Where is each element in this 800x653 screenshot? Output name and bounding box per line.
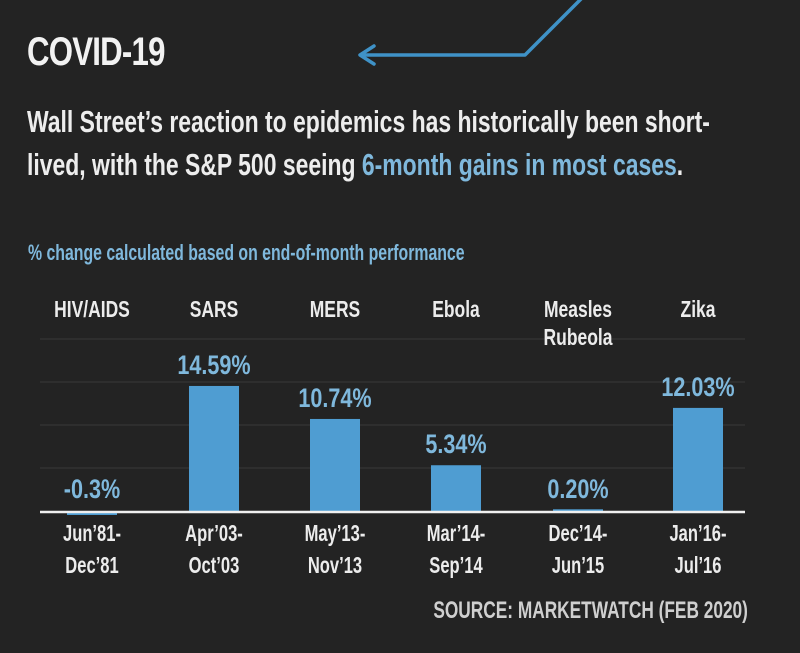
period-label: Dec’14- xyxy=(549,521,608,546)
bar-ebola xyxy=(431,465,481,511)
period-label: Mar’14- xyxy=(427,521,486,546)
period-label: Apr’03- xyxy=(185,521,243,546)
bar-hiv-aids xyxy=(67,512,117,515)
subtitle-text: Wall Street’s reaction to epidemics has … xyxy=(27,104,710,182)
data-label: -0.3% xyxy=(64,475,121,505)
category-label: HIV/AIDS xyxy=(54,298,130,323)
period-label: Nov’13 xyxy=(308,553,362,578)
category-label: Ebola xyxy=(432,298,480,323)
subtitle-highlight: 6-month gains in most cases xyxy=(361,147,677,182)
period-label: Dec’81 xyxy=(65,553,118,578)
bar-zika xyxy=(673,407,723,511)
category-label: Measles xyxy=(544,298,612,323)
period-label: May’13- xyxy=(305,521,366,546)
subtitle-end: . xyxy=(676,147,684,182)
category-label: Zika xyxy=(681,298,716,323)
category-label: MERS xyxy=(310,298,360,323)
bar-sars xyxy=(189,385,239,511)
data-label: 12.03% xyxy=(661,373,734,403)
chart-subtitle: Wall Street’s reaction to epidemics has … xyxy=(27,100,730,186)
data-label: 10.74% xyxy=(298,384,371,414)
period-label: Oct’03 xyxy=(189,553,240,578)
data-label: 0.20% xyxy=(547,475,608,505)
source-credit: SOURCE: MARKETWATCH (FEB 2020) xyxy=(433,597,748,624)
chart-title: COVID-19 xyxy=(27,30,165,74)
period-label: Jun’81- xyxy=(63,521,121,546)
period-label: Sep’14 xyxy=(429,553,483,578)
category-label: Rubeola xyxy=(544,326,613,351)
chart-note: % change calculated based on end-of-mont… xyxy=(28,240,465,265)
period-label: Jan’16- xyxy=(669,521,726,546)
arrow-icon xyxy=(358,0,583,66)
data-label: 5.34% xyxy=(425,430,486,460)
bar-mers xyxy=(310,418,360,511)
category-label: SARS xyxy=(190,298,239,323)
period-label: Jun’15 xyxy=(552,553,604,578)
period-label: Jul’16 xyxy=(675,553,722,578)
data-label: 14.59% xyxy=(177,351,250,381)
